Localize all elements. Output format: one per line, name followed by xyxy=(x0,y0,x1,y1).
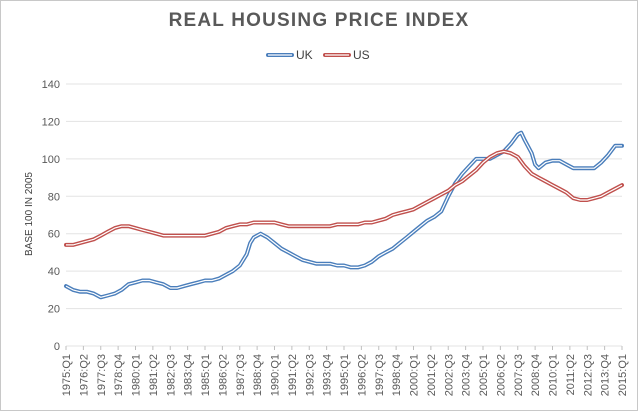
x-tick-label: 1996:Q2 xyxy=(356,354,368,396)
series-lines xyxy=(64,130,624,300)
x-tick-label: 1982:Q3 xyxy=(165,354,177,396)
x-tick-label: 1978:Q4 xyxy=(113,354,125,396)
y-tick-label: 80 xyxy=(48,191,60,203)
x-tick-label: 1986:Q2 xyxy=(217,354,229,396)
y-tick-label: 40 xyxy=(48,266,60,278)
series-line-uk-highlight xyxy=(65,132,622,298)
y-axis-ticks: 0 20 40 60 80 100 120 140 xyxy=(42,79,60,353)
x-tick-label: 1998:Q4 xyxy=(391,354,403,396)
series-line-us-highlight xyxy=(66,150,623,246)
x-tick-label: 2006:Q2 xyxy=(495,354,507,396)
legend-label-uk: UK xyxy=(296,48,313,62)
x-tick-label: 1993:Q4 xyxy=(322,354,334,396)
x-tick-label: 2015:Q1 xyxy=(617,354,629,396)
x-tick-label: 1990:Q1 xyxy=(270,354,282,396)
x-tick-label: 1988:Q4 xyxy=(252,354,264,396)
y-tick-label: 20 xyxy=(48,304,60,316)
x-tick-label: 1992:Q3 xyxy=(304,354,316,396)
x-tick-label: 1997:Q3 xyxy=(374,354,386,396)
x-tick-label: 1991:Q2 xyxy=(287,354,299,396)
x-tick-label: 2012:Q3 xyxy=(582,354,594,396)
x-tick-label: 1980:Q1 xyxy=(131,354,143,396)
legend-label-us: US xyxy=(353,48,370,62)
x-tick-label: 2005:Q1 xyxy=(478,354,490,396)
x-tick-label: 2013:Q4 xyxy=(600,354,612,396)
x-tick-label: 1995:Q1 xyxy=(339,354,351,396)
y-tick-label: 120 xyxy=(42,116,60,128)
x-tick-label: 1975:Q1 xyxy=(61,354,73,396)
x-tick-label: 2008:Q4 xyxy=(530,354,542,396)
x-tick-label: 1985:Q1 xyxy=(200,354,212,396)
x-tick-label: 2007:Q3 xyxy=(513,354,525,396)
x-tick-label: 2010:Q1 xyxy=(548,354,560,396)
x-tick-label: 1977:Q3 xyxy=(96,354,108,396)
chart-legend: UK US xyxy=(266,48,370,62)
y-tick-label: 140 xyxy=(42,79,60,91)
y-tick-label: 0 xyxy=(54,341,60,353)
x-tick-label: 2011:Q2 xyxy=(565,354,577,395)
x-axis-ticks: 1975:Q1 1976:Q2 1977:Q3 1978:Q4 1980:Q1 1981:… xyxy=(61,346,629,396)
x-tick-label: 1981:Q2 xyxy=(148,354,160,396)
series-line-uk xyxy=(64,130,624,300)
x-tick-label: 2001:Q2 xyxy=(426,354,438,396)
y-tick-label: 100 xyxy=(42,154,60,166)
x-tick-label: 1976:Q2 xyxy=(78,354,90,396)
y-axis-label: BASE 100 IN 2005 xyxy=(24,172,35,256)
x-tick-label: 2002:Q3 xyxy=(443,354,455,396)
x-tick-label: 1987:Q3 xyxy=(235,354,247,396)
y-tick-label: 60 xyxy=(48,229,60,241)
x-tick-label: 2003:Q4 xyxy=(461,354,473,396)
gridlines xyxy=(66,83,622,347)
chart-title: REAL HOUSING PRICE INDEX xyxy=(169,10,470,31)
x-tick-label: 2000:Q1 xyxy=(409,354,421,396)
x-tick-label: 1983:Q4 xyxy=(183,354,195,396)
